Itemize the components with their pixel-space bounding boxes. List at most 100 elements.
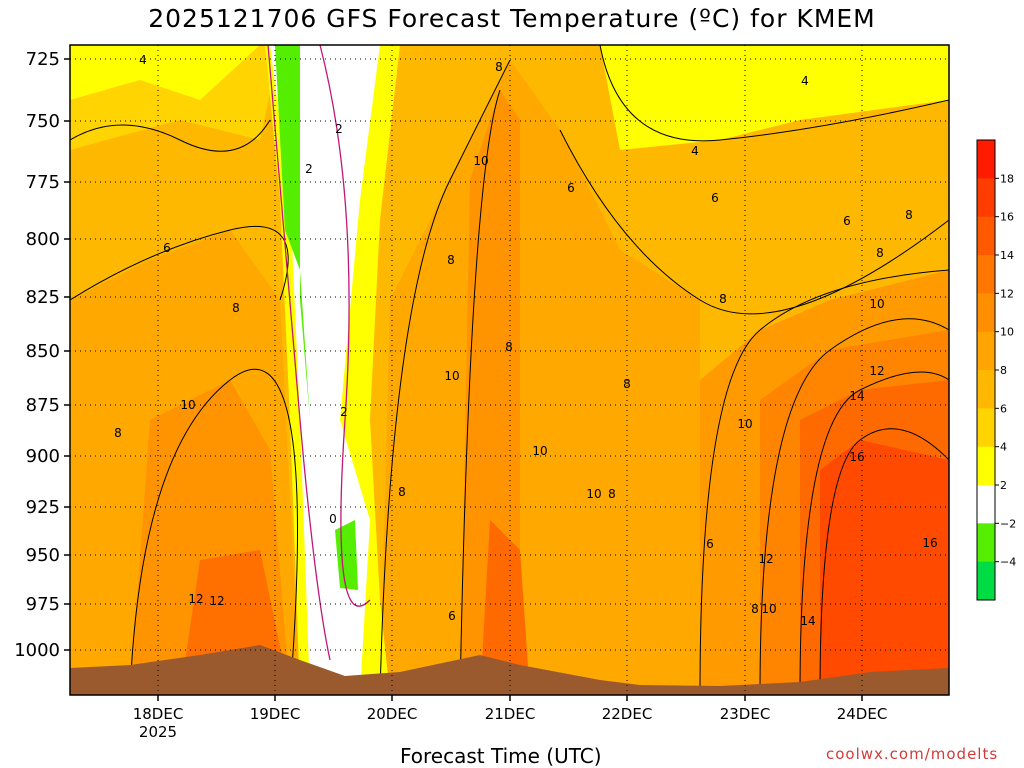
contour-label: 2 <box>335 122 343 136</box>
band-8-mid <box>380 60 700 695</box>
y-tick-label: 1000 <box>14 640 60 661</box>
contour-label: 6 <box>163 241 171 255</box>
contour-label: 14 <box>800 614 815 628</box>
x-tick-sublabel: 2025 <box>139 723 177 741</box>
colorbar: 18 16 14 12 10 8 6 4 2 −2 −4 <box>976 139 1016 601</box>
contour-line <box>759 318 949 695</box>
y-tick-label: 825 <box>26 287 60 308</box>
y-tick-label: 750 <box>26 111 60 132</box>
contour-label: 4 <box>691 144 699 158</box>
x-tick-label: 19DEC <box>250 705 301 723</box>
contour-line <box>379 59 511 695</box>
contour-line <box>819 428 949 695</box>
band-4-north-east <box>600 45 949 150</box>
contour-label: 8 <box>495 60 503 74</box>
contour-label: 10 <box>869 297 884 311</box>
contour-label: 8 <box>114 426 122 440</box>
colorbar-swatch <box>977 485 995 524</box>
credit-link[interactable]: coolwx.com/modelts <box>826 745 999 763</box>
contour-label: 8 <box>623 377 631 391</box>
contour-line <box>129 368 298 695</box>
contour-label: 12 <box>758 552 773 566</box>
contour-label: 8 <box>751 602 759 616</box>
contour-label: 6 <box>448 609 456 623</box>
contour-label: 10 <box>532 444 547 458</box>
colorbar-label: −2 <box>1000 517 1016 530</box>
colorbar-label: −4 <box>1000 556 1016 569</box>
y-tick-label: 725 <box>26 49 60 70</box>
contour-line-zero <box>319 45 371 607</box>
colorbar-label: 6 <box>1000 402 1007 415</box>
y-tick-label: 800 <box>26 229 60 250</box>
band-12-mid <box>480 520 530 695</box>
contour-line <box>559 129 949 315</box>
x-axis-label: Forecast Time (UTC) <box>400 744 602 768</box>
x-tick-label: 18DEC <box>133 705 184 723</box>
x-tick-label: 22DEC <box>602 705 653 723</box>
contour-label: 8 <box>876 246 884 260</box>
contour-label: 10 <box>473 154 488 168</box>
colorbar-label: 2 <box>1000 479 1007 492</box>
contour-label: 2 <box>305 162 313 176</box>
contour-label: 6 <box>843 214 851 228</box>
contour-label: 2 <box>340 405 348 419</box>
contour-label: 4 <box>139 53 147 67</box>
colorbar-swatch <box>977 178 995 218</box>
colorbar-swatch <box>977 370 995 409</box>
colorbar-swatch <box>977 293 995 333</box>
contour-line <box>699 269 949 695</box>
contour-label: 16 <box>849 450 864 464</box>
band-neg2-cold-tongue <box>275 45 310 420</box>
contour-label: 4 <box>801 74 809 88</box>
colorbar-label: 12 <box>1000 287 1014 300</box>
contour-label: 8 <box>905 208 913 222</box>
band-16-east <box>820 440 949 695</box>
y-tick-label: 975 <box>26 594 60 615</box>
colorbar-label: 16 <box>1000 211 1014 224</box>
contour-label: 12 <box>188 592 203 606</box>
contour-label: 10 <box>737 417 752 431</box>
colorbar-swatch <box>977 523 995 563</box>
contour-label: 0 <box>329 512 337 526</box>
contour-label: 10 <box>761 602 776 616</box>
y-tick-label: 950 <box>26 545 60 566</box>
y-tick-label: 875 <box>26 395 60 416</box>
contour-line <box>70 119 271 152</box>
y-tick-label: 925 <box>26 497 60 518</box>
colorbar-label: 10 <box>1000 326 1014 339</box>
colorbar-swatch <box>977 408 995 448</box>
colorbar-label: 4 <box>1000 441 1007 454</box>
grid <box>70 45 949 695</box>
contour-label: 14 <box>849 389 864 403</box>
colorbar-label: 18 <box>1000 172 1014 185</box>
contour-label: 8 <box>232 301 240 315</box>
contour-label: 16 <box>922 536 937 550</box>
chart-title: 2025121706 GFS Forecast Temperature (ºC)… <box>148 4 876 33</box>
colorbar-swatch <box>977 140 995 179</box>
contour-label: 8 <box>447 253 455 267</box>
colorbar-label: 14 <box>1000 249 1014 262</box>
contour-label: 8 <box>719 292 727 306</box>
contour-label: 12 <box>209 594 224 608</box>
x-tick-label: 23DEC <box>720 705 771 723</box>
contour-line <box>599 45 949 142</box>
y-axis: 725 750 775 800 825 850 875 900 925 950 975 1000 <box>14 49 70 661</box>
y-tick-label: 775 <box>26 172 60 193</box>
colorbar-label: 8 <box>1000 364 1007 377</box>
contour-line-zero <box>267 45 331 661</box>
contour-line <box>799 371 949 695</box>
band-4-north-west <box>70 45 260 100</box>
x-tick-label: 21DEC <box>485 705 536 723</box>
x-tick-label: 24DEC <box>837 705 888 723</box>
contour-label: 6 <box>711 191 719 205</box>
contour-label: 10 <box>586 487 601 501</box>
y-tick-label: 900 <box>26 446 60 467</box>
y-tick-label: 850 <box>26 341 60 362</box>
colorbar-swatch <box>977 446 995 486</box>
contour-line <box>70 225 289 301</box>
contour-label: 6 <box>567 181 575 195</box>
contour-label: 10 <box>444 369 459 383</box>
